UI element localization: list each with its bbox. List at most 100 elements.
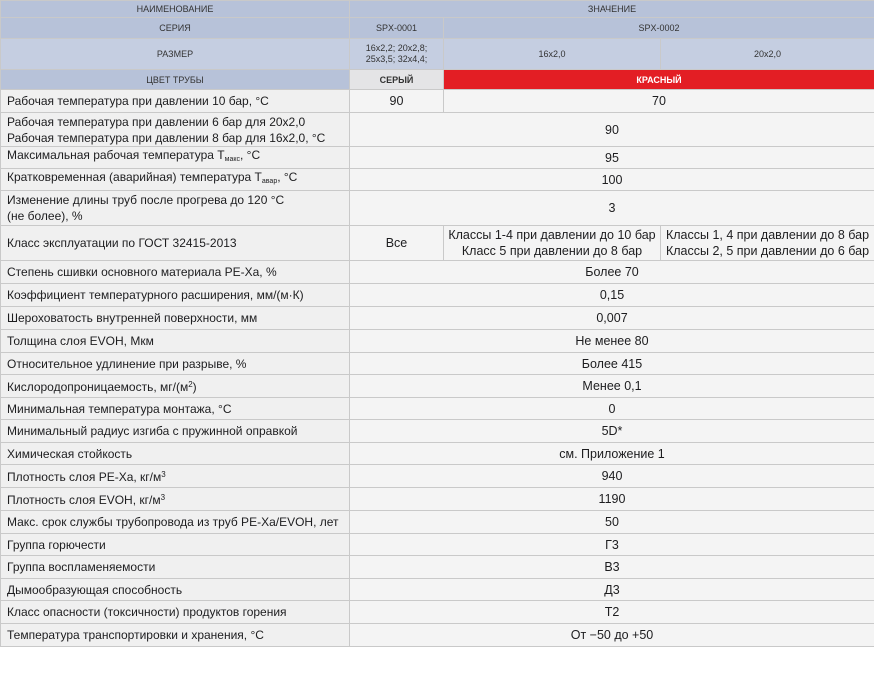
row-value-line: Классы 1, 4 при давлении до 8 бар — [665, 228, 870, 242]
table-row: Степень сшивки основного материала PE-Xa… — [0, 260, 874, 284]
row-name: Степень сшивки основного материала PE-Xa… — [0, 260, 350, 284]
row-name: Плотность слоя PE-Xa, кг/м3 — [0, 464, 350, 488]
row-name-text: Кислородопроницаемость, мг/(м — [7, 380, 189, 394]
table-row: Класс опасности (токсичности) продуктов … — [0, 600, 874, 624]
row-value-line: Класс 5 при давлении до 8 бар — [461, 244, 643, 258]
row-name-line: (не более), % — [7, 209, 83, 223]
row-value: 95 — [349, 146, 874, 169]
table-row: Плотность слоя EVOH, кг/м3 1190 — [0, 487, 874, 511]
table-row: Группа воспламеняемости В3 — [0, 555, 874, 579]
row-name: Класс эксплуатации по ГОСТ 32415-2013 — [0, 225, 350, 261]
row-value: 0 — [349, 397, 874, 420]
row-name-subscript: авар — [261, 178, 278, 185]
series-1: SPX-0001 — [349, 17, 444, 39]
row-value: Классы 1, 4 при давлении до 8 бар Классы … — [660, 225, 874, 261]
row-value: 90 — [349, 89, 444, 113]
table-row: Кислородопроницаемость, мг/(м2) Менее 0,… — [0, 374, 874, 398]
row-value: Более 70 — [349, 260, 874, 284]
row-value: 50 — [349, 510, 874, 534]
table-row: Класс эксплуатации по ГОСТ 32415-2013 Вс… — [0, 225, 874, 261]
table-row: Максимальная рабочая температура Тмакс, … — [0, 146, 874, 169]
row-value: В3 — [349, 555, 874, 579]
table-row: Химическая стойкость см. Приложение 1 — [0, 442, 874, 465]
row-value: 0,15 — [349, 283, 874, 307]
row-name-superscript: 2 — [188, 380, 193, 389]
table-row: Шероховатость внутренней поверхности, мм… — [0, 306, 874, 330]
row-value: см. Приложение 1 — [349, 442, 874, 465]
size-2: 16х2,0 — [443, 38, 661, 70]
row-name: Относительное удлинение при разрыве, % — [0, 352, 350, 375]
row-value: От −50 до +50 — [349, 623, 874, 647]
row-name: Минимальная температура монтажа, °С — [0, 397, 350, 420]
table-row: Группа горючести Г3 — [0, 533, 874, 556]
table-row: Коэффициент температурного расширения, м… — [0, 283, 874, 307]
color-label: ЦВЕТ ТРУБЫ — [0, 69, 350, 90]
row-name-unit: , °С — [240, 148, 261, 162]
row-name: Класс опасности (токсичности) продуктов … — [0, 600, 350, 624]
size-label: РАЗМЕР — [0, 38, 350, 70]
specs-table: НАИМЕНОВАНИЕ ЗНАЧЕНИЕ СЕРИЯ SPX-0001 SPX… — [0, 0, 874, 647]
row-name: Температура транспортировки и хранения, … — [0, 623, 350, 647]
row-name-superscript: 3 — [161, 470, 166, 479]
row-name: Коэффициент температурного расширения, м… — [0, 283, 350, 307]
table-row: Рабочая температура при давлении 10 бар,… — [0, 89, 874, 113]
row-name-text: Кратковременная (аварийная) температура … — [7, 170, 262, 184]
row-name: Плотность слоя EVOH, кг/м3 — [0, 487, 350, 511]
header-row: НАИМЕНОВАНИЕ ЗНАЧЕНИЕ — [0, 0, 874, 18]
row-value: Менее 0,1 — [349, 374, 874, 398]
series-row: СЕРИЯ SPX-0001 SPX-0002 — [0, 17, 874, 39]
row-value: 940 — [349, 464, 874, 488]
table-row: Макс. срок службы трубопровода из труб P… — [0, 510, 874, 534]
table-row: Изменение длины труб после прогрева до 1… — [0, 190, 874, 226]
row-value: Все — [349, 225, 444, 261]
row-name: Кислородопроницаемость, мг/(м2) — [0, 374, 350, 398]
color-red: КРАСНЫЙ — [443, 69, 874, 90]
table-row: Относительное удлинение при разрыве, % Б… — [0, 352, 874, 375]
color-grey: СЕРЫЙ — [349, 69, 444, 90]
row-value: 100 — [349, 168, 874, 191]
row-value: Т2 — [349, 600, 874, 624]
row-name-text: Плотность слоя EVOH, кг/м — [7, 493, 161, 507]
row-value: 3 — [349, 190, 874, 226]
series-label: СЕРИЯ — [0, 17, 350, 39]
row-name: Рабочая температура при давлении 6 бар д… — [0, 112, 350, 147]
row-value: 5D* — [349, 419, 874, 443]
row-name: Изменение длины труб после прогрева до 1… — [0, 190, 350, 226]
row-name: Толщина слоя EVOH, Мкм — [0, 329, 350, 353]
row-name: Максимальная рабочая температура Тмакс, … — [0, 146, 350, 169]
table-row: Дымообразующая способность Д3 — [0, 578, 874, 601]
table-row: Плотность слоя PE-Xa, кг/м3 940 — [0, 464, 874, 488]
row-name-line: Рабочая температура при давлении 8 бар д… — [7, 130, 326, 145]
table-row: Рабочая температура при давлении 6 бар д… — [0, 112, 874, 147]
table-row: Кратковременная (аварийная) температура … — [0, 168, 874, 191]
size-1-line2: 25х3,5; 32х4,4; — [365, 54, 428, 64]
row-name: Макс. срок службы трубопровода из труб P… — [0, 510, 350, 534]
row-name: Минимальный радиус изгиба с пружинной оп… — [0, 419, 350, 443]
row-name: Дымообразующая способность — [0, 578, 350, 601]
size-row: РАЗМЕР 16х2,2; 20х2,8; 25х3,5; 32х4,4; 16… — [0, 38, 874, 70]
row-value: 70 — [443, 89, 874, 113]
row-value: Более 415 — [349, 352, 874, 375]
row-name-text: Максимальная рабочая температура Т — [7, 148, 225, 162]
header-value: ЗНАЧЕНИЕ — [349, 0, 874, 18]
row-name: Химическая стойкость — [0, 442, 350, 465]
row-name-subscript: макс — [224, 156, 240, 163]
row-value-line: Классы 1-4 при давлении до 10 бар — [448, 228, 656, 242]
row-name-unit: ) — [192, 380, 197, 394]
size-1-line1: 16х2,2; 20х2,8; — [365, 43, 428, 53]
row-value: Г3 — [349, 533, 874, 556]
row-value: Не менее 80 — [349, 329, 874, 353]
table-row: Минимальный радиус изгиба с пружинной оп… — [0, 419, 874, 443]
series-2: SPX-0002 — [443, 17, 874, 39]
row-value: 1190 — [349, 487, 874, 511]
row-name-line: Рабочая температура при давлении 6 бар д… — [7, 114, 306, 129]
row-name-unit: , °С — [277, 170, 298, 184]
row-name: Кратковременная (аварийная) температура … — [0, 168, 350, 191]
row-name: Шероховатость внутренней поверхности, мм — [0, 306, 350, 330]
size-3: 20х2,0 — [660, 38, 874, 70]
row-name-superscript: 3 — [160, 493, 166, 502]
row-value: 90 — [349, 112, 874, 147]
row-value: Д3 — [349, 578, 874, 601]
row-name-text: Плотность слоя PE-Xa, кг/м — [7, 470, 162, 484]
row-name: Рабочая температура при давлении 10 бар,… — [0, 89, 350, 113]
